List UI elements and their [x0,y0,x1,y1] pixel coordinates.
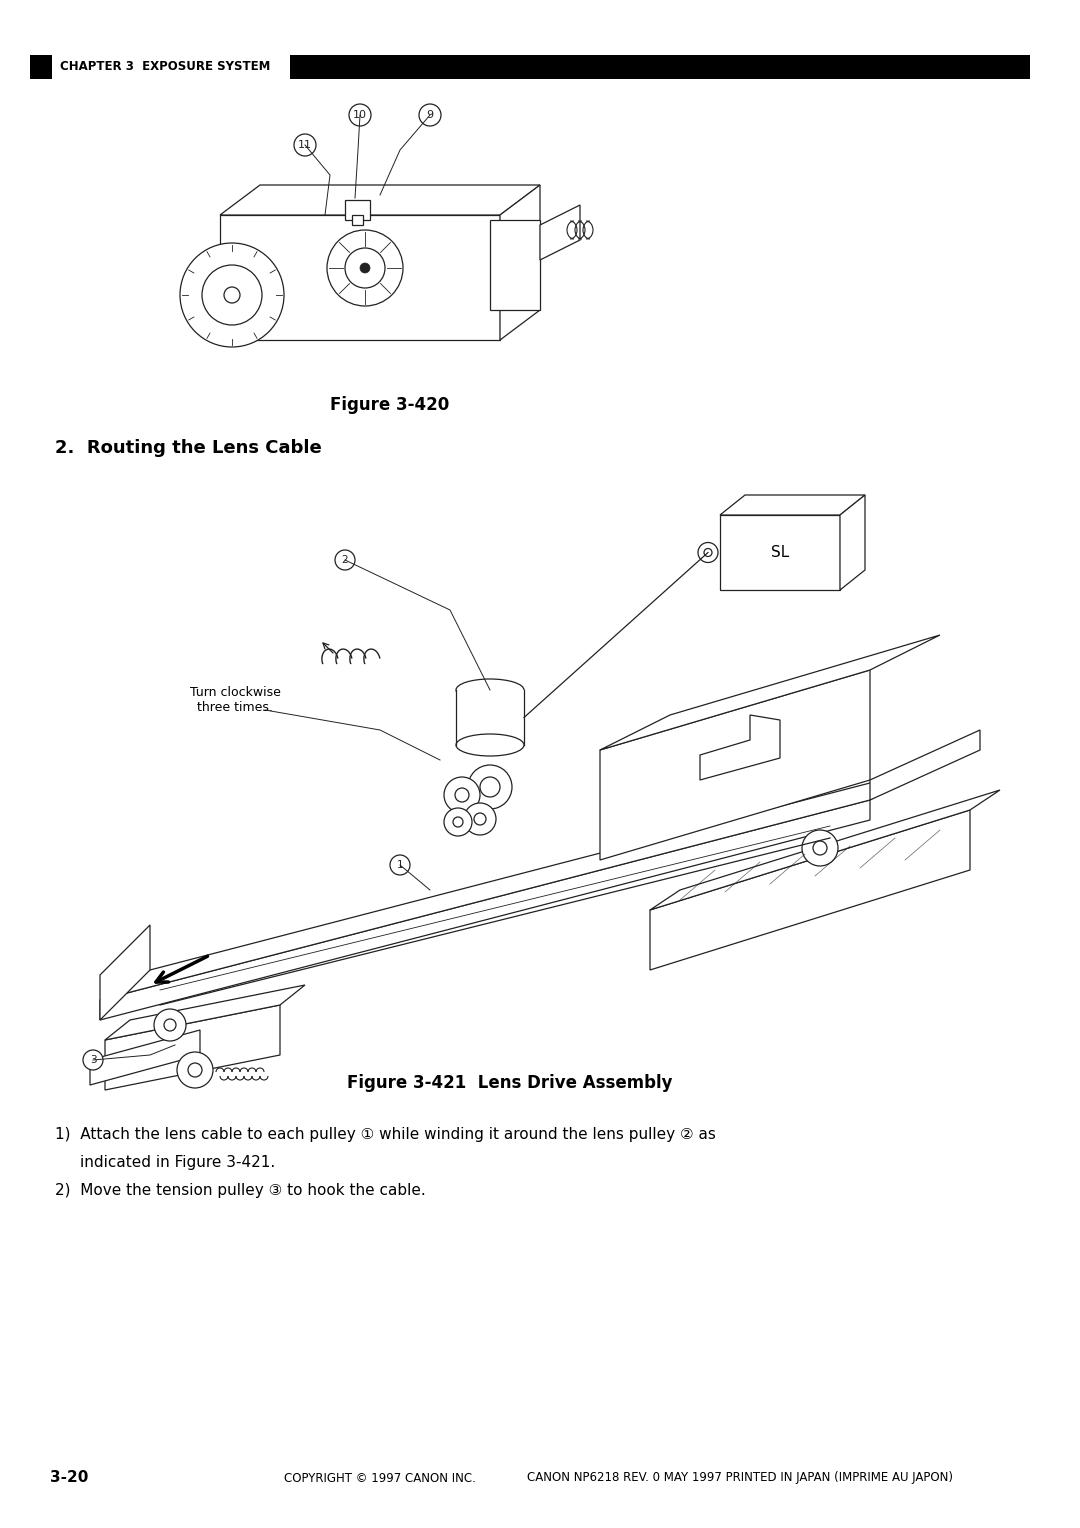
Text: 9: 9 [427,110,433,121]
Text: CHAPTER 3  EXPOSURE SYSTEM: CHAPTER 3 EXPOSURE SYSTEM [60,61,270,73]
Circle shape [177,1051,213,1088]
Circle shape [480,778,500,798]
Circle shape [202,264,262,325]
Bar [345,200,370,220]
Text: CANON NP6218 REV. 0 MAY 1997 PRINTED IN JAPAN (IMPRIME AU JAPON): CANON NP6218 REV. 0 MAY 1997 PRINTED IN … [527,1471,953,1485]
Circle shape [335,550,355,570]
Ellipse shape [456,733,524,756]
Polygon shape [650,790,1000,911]
Text: 11: 11 [298,141,312,150]
Circle shape [464,804,496,834]
Circle shape [468,766,512,808]
Polygon shape [600,669,870,860]
Polygon shape [870,730,980,801]
Polygon shape [720,495,865,515]
Polygon shape [220,215,500,341]
Polygon shape [500,185,540,341]
Text: 1: 1 [396,860,403,869]
Circle shape [802,830,838,866]
Text: indicated in Figure 3-421.: indicated in Figure 3-421. [80,1155,275,1169]
Text: 2)  Move the tension pulley ③ to hook the cable.: 2) Move the tension pulley ③ to hook the… [55,1183,426,1198]
Text: 2: 2 [341,555,349,565]
Circle shape [704,549,712,556]
Text: 1)  Attach the lens cable to each pulley ① while winding it around the lens pull: 1) Attach the lens cable to each pulley … [55,1128,716,1143]
Circle shape [390,856,410,876]
Polygon shape [100,770,920,999]
Circle shape [294,134,316,156]
Text: Figure 3-420: Figure 3-420 [330,396,449,414]
Circle shape [813,840,827,856]
Polygon shape [100,801,870,1021]
Polygon shape [100,924,150,1021]
Text: Turn clockwise
three times.: Turn clockwise three times. [190,686,281,714]
Circle shape [349,104,372,125]
Polygon shape [650,810,970,970]
Circle shape [474,813,486,825]
Polygon shape [700,715,780,779]
Text: 3: 3 [90,1054,96,1065]
Text: Figure 3-421  Lens Drive Assembly: Figure 3-421 Lens Drive Assembly [348,1074,673,1093]
Circle shape [345,248,384,287]
Bar [352,215,363,225]
Polygon shape [720,515,840,590]
Circle shape [444,778,480,813]
Bar [291,55,1030,79]
Circle shape [419,104,441,125]
Polygon shape [540,205,580,260]
Bar [30,55,52,79]
Text: 2.  Routing the Lens Cable: 2. Routing the Lens Cable [55,439,322,457]
Circle shape [455,788,469,802]
Text: 10: 10 [353,110,367,121]
Circle shape [444,808,472,836]
Circle shape [327,231,403,306]
Polygon shape [600,636,940,750]
Circle shape [164,1019,176,1031]
Text: COPYRIGHT © 1997 CANON INC.: COPYRIGHT © 1997 CANON INC. [284,1471,476,1485]
Circle shape [188,1063,202,1077]
Polygon shape [105,1005,280,1089]
Circle shape [180,243,284,347]
Circle shape [154,1008,186,1041]
Circle shape [83,1050,103,1070]
Polygon shape [105,986,305,1041]
Polygon shape [840,495,865,590]
Circle shape [224,287,240,303]
Ellipse shape [456,678,524,701]
Text: SL: SL [771,545,789,559]
Circle shape [698,542,718,562]
Text: 3-20: 3-20 [50,1470,89,1485]
Circle shape [453,817,463,827]
Polygon shape [90,1030,200,1085]
Polygon shape [220,185,540,215]
Bar [490,220,540,310]
Circle shape [360,263,370,274]
Bar [456,691,524,746]
